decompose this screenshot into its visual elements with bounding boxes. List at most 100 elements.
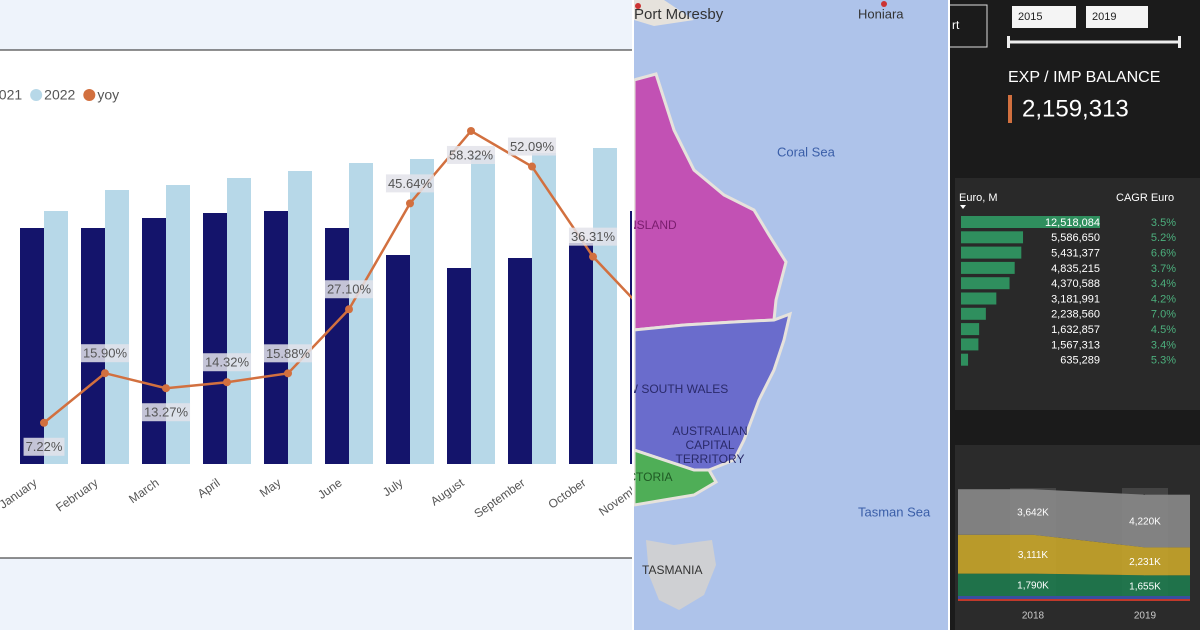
bar [203,213,227,464]
table-bar [961,292,997,305]
table-value: 1,632,857 [1051,324,1100,336]
year-input-value[interactable]: 2019 [1092,11,1116,23]
bar [227,178,251,464]
area-edge [1145,575,1190,596]
region-label: QUEENSLAND [594,218,677,232]
table-value: 5,586,650 [1051,232,1100,244]
table-value: 4,835,215 [1051,263,1100,275]
button-label[interactable]: rt [952,18,960,32]
yoy-point [284,369,292,378]
label-bg [385,174,435,193]
yoy-point [40,418,48,427]
region-label: NEW SOUTH WALES [610,382,728,396]
yoy-point [467,126,475,135]
table-cagr: 4.2% [1151,293,1176,305]
bar [447,268,471,464]
region-label: VICTORIA [616,470,672,484]
table-cagr: 5.3% [1151,355,1176,367]
table-header: CAGR Euro [1116,192,1174,204]
yoy-point [528,162,536,171]
region-vic [634,448,719,507]
label-bg [23,437,65,456]
legend-marker [83,89,96,101]
area-edge [958,489,1033,535]
bar [264,211,288,464]
region-label: TASMANIA [642,563,702,577]
data-label: 13.27% [144,405,189,420]
bar [325,228,349,464]
year-input[interactable] [1012,6,1076,28]
data-label: 36.31% [571,229,616,244]
table-cagr: 5.2% [1151,232,1176,244]
bar [288,171,312,464]
sort-icon[interactable] [960,205,966,209]
data-label: 27.10% [327,282,372,297]
data-label: 7.22% [26,439,63,454]
table-bar [961,261,1015,274]
table-value: 1,567,313 [1051,339,1100,351]
table-cagr: 3.7% [1151,263,1176,275]
data-label: 15.88% [266,346,311,361]
table-cagr: 4.5% [1151,324,1176,336]
table-value: 4,370,588 [1051,278,1100,290]
stripe [958,596,1190,599]
place-dot [881,1,887,7]
land [634,0,694,26]
table-bar [961,216,1100,228]
table-bar [961,277,1010,290]
area-edge [958,573,1033,596]
label-bg [202,353,252,372]
legend-label: 2022 [44,87,75,103]
table-bar [961,323,980,336]
table-bar [961,246,1022,259]
slider-handle[interactable] [1178,36,1181,48]
table-cagr: 3.4% [1151,278,1176,290]
legend-label: 2021 [0,87,22,103]
region-label: TERRITORY [676,452,745,466]
bar [166,185,190,464]
dashboard-panel: rt 2015 2019 EXP / IMP BALANCE 2,159,313… [940,0,1200,630]
area [1033,489,1145,548]
data-label: 14.32% [205,355,250,370]
bar [410,159,434,464]
label-bg [507,137,557,156]
table-bar [961,307,986,320]
bar [569,243,593,464]
area-edge [1145,494,1190,548]
data-label: 1,790K [1017,580,1049,591]
yoy-point [406,199,414,208]
table-value: 5,431,377 [1051,248,1100,260]
bar [20,228,44,464]
table-cagr: 3.4% [1151,339,1176,351]
place-dot [635,3,641,9]
table-value: 2,238,560 [1051,309,1100,321]
region-label: AUSTRALIAN [672,424,747,438]
legend-marker [30,89,43,101]
bar [508,258,532,464]
data-label: 3,642K [1017,508,1049,519]
balance-value: 2,159,313 [1022,95,1129,122]
table-header: Euro, M [959,192,998,204]
table-bar [961,353,969,366]
yoy-point [162,384,170,393]
button[interactable] [940,4,988,48]
bar [630,211,632,464]
year-input-value[interactable]: 2015 [1018,11,1042,23]
balance-title: EXP / IMP BALANCE [1008,69,1160,86]
slider-handle[interactable] [1007,36,1010,48]
table-value: 635,289 [1060,355,1100,367]
yoy-point [345,305,353,314]
label-bg [141,403,191,422]
bar [142,218,166,464]
place-label: Honiara [858,6,904,21]
area-edge [958,534,1033,574]
bar [471,155,495,464]
label-bg [263,344,313,363]
table-value: 3,181,991 [1051,293,1100,305]
year-input[interactable] [1086,6,1148,28]
label-bg [324,280,374,299]
yoy-point [101,369,109,378]
data-label: 3,111K [1018,550,1049,561]
